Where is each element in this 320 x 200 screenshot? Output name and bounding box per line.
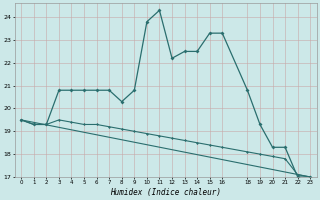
X-axis label: Humidex (Indice chaleur): Humidex (Indice chaleur) [110, 188, 221, 197]
